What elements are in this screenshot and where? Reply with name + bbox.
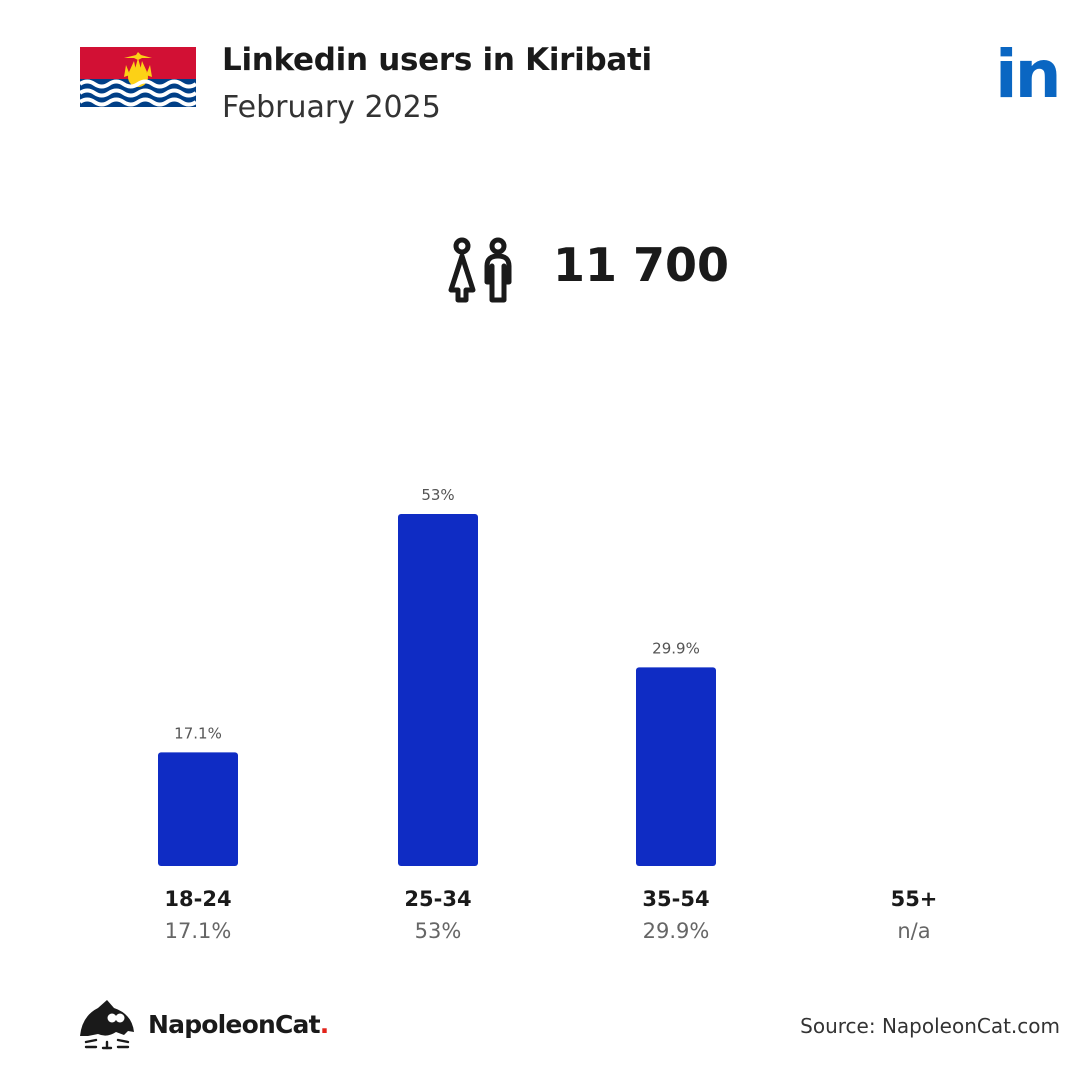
- kiribati-flag-icon: [80, 47, 196, 107]
- bar-value-label: 29.9%: [652, 639, 700, 657]
- bar-35-54: [636, 667, 716, 866]
- category-label: 25-34: [404, 887, 471, 911]
- bar-25-34: [398, 514, 478, 866]
- category-label: 35-54: [642, 887, 709, 911]
- category-value-label: 17.1%: [165, 919, 232, 943]
- brand-dot: .: [319, 1010, 329, 1039]
- page-subtitle: February 2025: [222, 90, 441, 125]
- linkedin-logo-icon: in: [995, 36, 1062, 113]
- napoleoncat-logo-icon: [80, 1000, 134, 1050]
- source-credit: Source: NapoleonCat.com: [800, 1014, 1060, 1038]
- category-label: 55+: [891, 887, 938, 911]
- page-title: Linkedin users in Kiribati: [222, 42, 652, 78]
- category-label: 18-24: [164, 887, 231, 911]
- total-users-value: 11 700: [553, 238, 730, 292]
- brand-name-text: NapoleonCat: [148, 1010, 321, 1039]
- category-value-label: n/a: [897, 919, 930, 943]
- age-distribution-chart: 17.1% 18-24 17.1% 53% 25-34 53% 29.9% 35-54 29.9…: [158, 486, 938, 943]
- bar-value-label: 53%: [421, 486, 454, 504]
- people-icon: [448, 237, 512, 303]
- category-value-label: 53%: [415, 919, 462, 943]
- brand-name: NapoleonCat.: [148, 1010, 329, 1039]
- category-value-label: 29.9%: [643, 919, 710, 943]
- bar-18-24: [158, 752, 238, 866]
- bar-value-label: 17.1%: [174, 724, 222, 742]
